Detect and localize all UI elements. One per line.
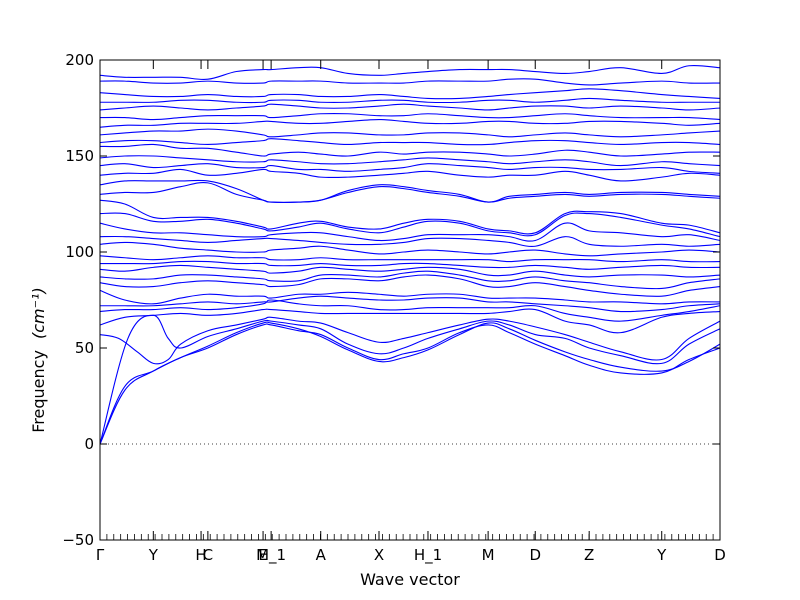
band-line-29	[99, 103, 721, 111]
band-line-9	[99, 274, 721, 297]
band-line-14	[99, 241, 721, 257]
x-tick-label: H_1	[414, 546, 442, 565]
x-tick-label: C	[203, 546, 213, 564]
y-axis-label: Frequency (cm⁻¹)	[29, 287, 48, 432]
x-tick-label: M	[482, 546, 495, 564]
band-line-18	[99, 199, 721, 235]
x-tick-label: Y	[148, 546, 159, 564]
band-line-11	[99, 264, 721, 278]
y-tick-label: 200	[65, 51, 94, 69]
x-tick-label: Y	[656, 546, 667, 564]
x-tick-label: Γ	[96, 546, 105, 564]
y-tick-label: 50	[75, 339, 94, 357]
y-axis-label-text: Frequency	[29, 350, 48, 433]
y-tick-label: 150	[65, 147, 94, 165]
x-tick-label: H	[195, 546, 206, 564]
band-line-21	[99, 168, 721, 182]
band-line-30	[100, 97, 720, 104]
band-line-19	[99, 182, 721, 203]
x-tick-label: D	[714, 546, 726, 564]
x-tick-label: E	[258, 546, 267, 564]
band-line-15	[99, 235, 721, 247]
band-line-33	[99, 64, 721, 80]
x-tick-label: M_1	[256, 546, 286, 565]
band-line-28	[99, 112, 721, 121]
band-line-24	[99, 143, 721, 157]
band-line-31	[99, 88, 721, 100]
band-line-1	[99, 321, 721, 445]
band-line-8	[99, 289, 721, 305]
x-tick-label: D	[529, 546, 541, 564]
band-line-22	[99, 163, 721, 174]
y-tick-label: 0	[84, 435, 94, 453]
band-lines	[99, 64, 721, 445]
x-tick-label: X	[374, 546, 384, 564]
plot-frame	[99, 59, 721, 541]
band-line-16	[99, 222, 721, 242]
band-line-6	[99, 299, 721, 322]
band-line-20	[99, 179, 721, 203]
band-line-4	[99, 316, 721, 365]
x-axis-label: Wave vector	[360, 570, 460, 589]
band-line-13	[99, 255, 721, 263]
band-line-5	[99, 308, 721, 334]
band-line-26	[99, 128, 721, 138]
tick-labels: −50 0 50 100 150 200 Γ Y HC EM_1 A X H_1 M D Z Y D	[62, 51, 725, 565]
band-line-32	[99, 78, 721, 86]
band-line-10	[99, 270, 721, 290]
y-tick-label: −50	[62, 531, 94, 549]
band-line-7	[100, 295, 721, 313]
y-tick-label: 100	[65, 243, 94, 261]
x-tick-label: Z	[584, 546, 594, 564]
band-line-27	[99, 118, 721, 128]
y-axis-label-unit: (cm⁻¹)	[29, 287, 48, 339]
band-line-23	[99, 155, 721, 167]
band-line-17	[99, 212, 721, 238]
band-line-2	[99, 323, 721, 445]
band-line-12	[99, 260, 721, 270]
x-tick-label: A	[316, 546, 327, 564]
band-line-25	[99, 138, 721, 146]
